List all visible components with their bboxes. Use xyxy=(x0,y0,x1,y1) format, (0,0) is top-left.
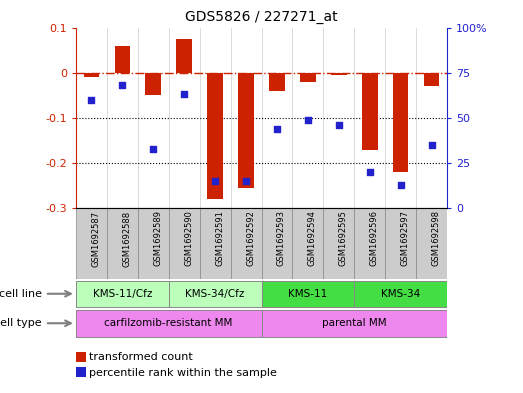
Bar xyxy=(115,46,130,73)
Text: percentile rank within the sample: percentile rank within the sample xyxy=(89,367,277,378)
Bar xyxy=(416,208,447,279)
Text: GSM1692596: GSM1692596 xyxy=(370,210,379,266)
Bar xyxy=(323,208,355,279)
Bar xyxy=(76,310,262,336)
Text: GSM1692588: GSM1692588 xyxy=(122,210,131,266)
Bar xyxy=(168,281,262,307)
Text: GSM1692591: GSM1692591 xyxy=(215,210,224,266)
Bar xyxy=(231,208,262,279)
Text: GSM1692598: GSM1692598 xyxy=(431,210,441,266)
Text: KMS-34/Cfz: KMS-34/Cfz xyxy=(185,289,245,299)
Title: GDS5826 / 227271_at: GDS5826 / 227271_at xyxy=(185,10,338,24)
Bar xyxy=(176,39,192,73)
Bar xyxy=(138,208,168,279)
Text: KMS-11/Cfz: KMS-11/Cfz xyxy=(93,289,152,299)
Text: carfilzomib-resistant MM: carfilzomib-resistant MM xyxy=(105,318,233,328)
Bar xyxy=(300,73,316,82)
Bar xyxy=(262,208,292,279)
Text: GSM1692595: GSM1692595 xyxy=(339,210,348,266)
Bar xyxy=(385,208,416,279)
Point xyxy=(242,178,250,184)
Bar xyxy=(168,208,200,279)
Point xyxy=(273,126,281,132)
Text: GSM1692590: GSM1692590 xyxy=(184,210,193,266)
Bar xyxy=(84,73,99,77)
Text: GSM1692594: GSM1692594 xyxy=(308,210,317,266)
Bar xyxy=(76,281,168,307)
Point xyxy=(335,122,343,128)
Point xyxy=(366,169,374,175)
Bar xyxy=(424,73,439,86)
Text: GSM1692587: GSM1692587 xyxy=(92,210,100,266)
Bar xyxy=(200,208,231,279)
Bar xyxy=(262,281,355,307)
Text: transformed count: transformed count xyxy=(89,352,192,362)
Point xyxy=(118,82,127,88)
Bar xyxy=(393,73,408,172)
Bar xyxy=(76,208,107,279)
Bar xyxy=(362,73,378,149)
Text: GSM1692589: GSM1692589 xyxy=(153,210,162,266)
Point xyxy=(87,97,96,103)
Point xyxy=(396,182,405,188)
Bar xyxy=(262,310,447,336)
Bar xyxy=(207,73,223,199)
Point xyxy=(427,142,436,148)
Bar xyxy=(145,73,161,95)
Text: cell line: cell line xyxy=(0,289,42,299)
Text: KMS-11: KMS-11 xyxy=(288,289,327,299)
Text: GSM1692597: GSM1692597 xyxy=(401,210,410,266)
Bar xyxy=(355,208,385,279)
Text: GSM1692592: GSM1692592 xyxy=(246,210,255,266)
Point xyxy=(211,178,219,184)
Text: GSM1692593: GSM1692593 xyxy=(277,210,286,266)
Text: parental MM: parental MM xyxy=(322,318,386,328)
Bar xyxy=(331,73,347,75)
Bar xyxy=(107,208,138,279)
Bar xyxy=(292,208,323,279)
Point xyxy=(304,117,312,123)
Point xyxy=(149,145,157,152)
Point xyxy=(180,91,188,97)
Text: KMS-34: KMS-34 xyxy=(381,289,420,299)
Bar xyxy=(269,73,285,91)
Bar xyxy=(238,73,254,188)
Bar xyxy=(355,281,447,307)
Text: cell type: cell type xyxy=(0,318,42,328)
